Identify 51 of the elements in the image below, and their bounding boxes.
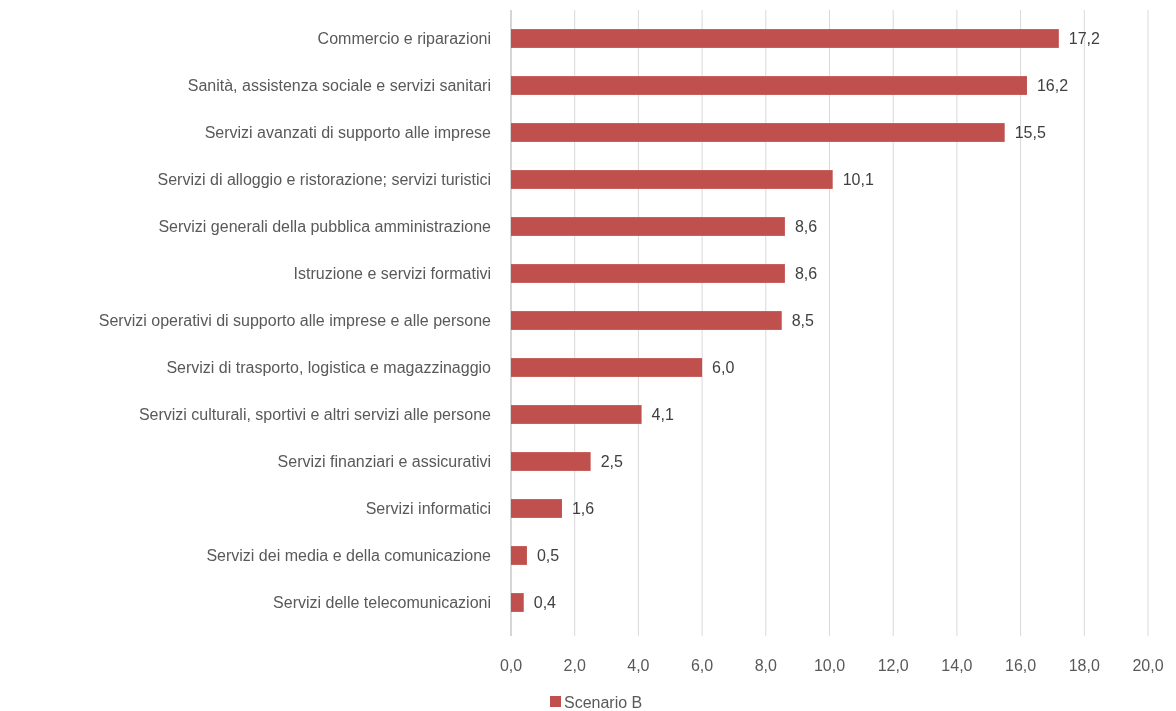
x-tick-label: 12,0 (877, 657, 909, 674)
bar (511, 311, 782, 330)
bar (511, 123, 1005, 142)
bar (511, 29, 1059, 48)
bar (511, 217, 785, 236)
data-label: 2,5 (600, 453, 623, 471)
x-tick-label: 20,0 (1132, 657, 1164, 674)
data-label: 0,4 (533, 594, 557, 612)
data-label: 8,6 (794, 218, 818, 236)
data-label: 8,6 (794, 265, 818, 283)
data-label: 6,0 (712, 359, 735, 377)
data-label: 8,5 (791, 312, 815, 330)
x-tick-label: 6,0 (690, 657, 714, 674)
x-tick-label: 10,0 (813, 657, 846, 674)
y-tick-label: Istruzione e servizi formativi (293, 265, 491, 283)
bar (511, 358, 703, 377)
x-tick-label: 4,0 (627, 657, 650, 674)
data-label: 0,5 (536, 547, 560, 565)
y-tick-label: Servizi informatici (365, 500, 491, 518)
data-label: 1,6 (571, 500, 595, 518)
y-tick-label: Commercio e riparazioni (317, 30, 491, 48)
bar (511, 76, 1027, 95)
y-tick-label: Sanità, assistenza sociale e servizi sanitari (187, 77, 491, 95)
y-tick-label: Servizi di trasporto, logistica e magazzinaggio (166, 359, 492, 377)
bar (511, 405, 642, 424)
data-label: 10,1 (842, 171, 874, 189)
x-tick-label: 8,0 (754, 657, 778, 674)
legend-label: Scenario B (564, 693, 643, 711)
y-tick-label: Servizi generali della pubblica amministrazione (158, 218, 492, 236)
data-label: 4,1 (651, 406, 674, 424)
y-tick-label: Servizi dei media e della comunicazione (206, 547, 492, 565)
bar (511, 499, 562, 518)
y-tick-label: Servizi finanziari e assicurativi (277, 453, 491, 471)
bar (511, 452, 591, 471)
x-tick-label: 14,0 (941, 657, 973, 674)
y-tick-label: Servizi delle telecomunicazioni (273, 594, 491, 612)
y-tick-label: Servizi culturali, sportivi e altri servizi alle persone (138, 406, 492, 424)
bar (511, 170, 833, 189)
y-tick-label: Servizi di alloggio e ristorazione; servizi turistici (157, 171, 491, 189)
bar (511, 546, 527, 565)
x-tick-label: 16,0 (1005, 657, 1037, 674)
y-tick-label: Servizi operativi di supporto alle imprese e alle persone (98, 312, 492, 330)
y-tick-label: Servizi avanzati di supporto alle imprese (204, 124, 492, 142)
data-label: 15,5 (1014, 124, 1046, 142)
bar (511, 593, 524, 612)
x-tick-label: 2,0 (563, 657, 586, 674)
bar (511, 264, 785, 283)
x-tick-label: 18,0 (1068, 657, 1100, 674)
x-tick-label: 0,0 (499, 657, 523, 674)
data-label: 16,2 (1036, 77, 1069, 95)
data-label: 17,2 (1068, 30, 1101, 48)
